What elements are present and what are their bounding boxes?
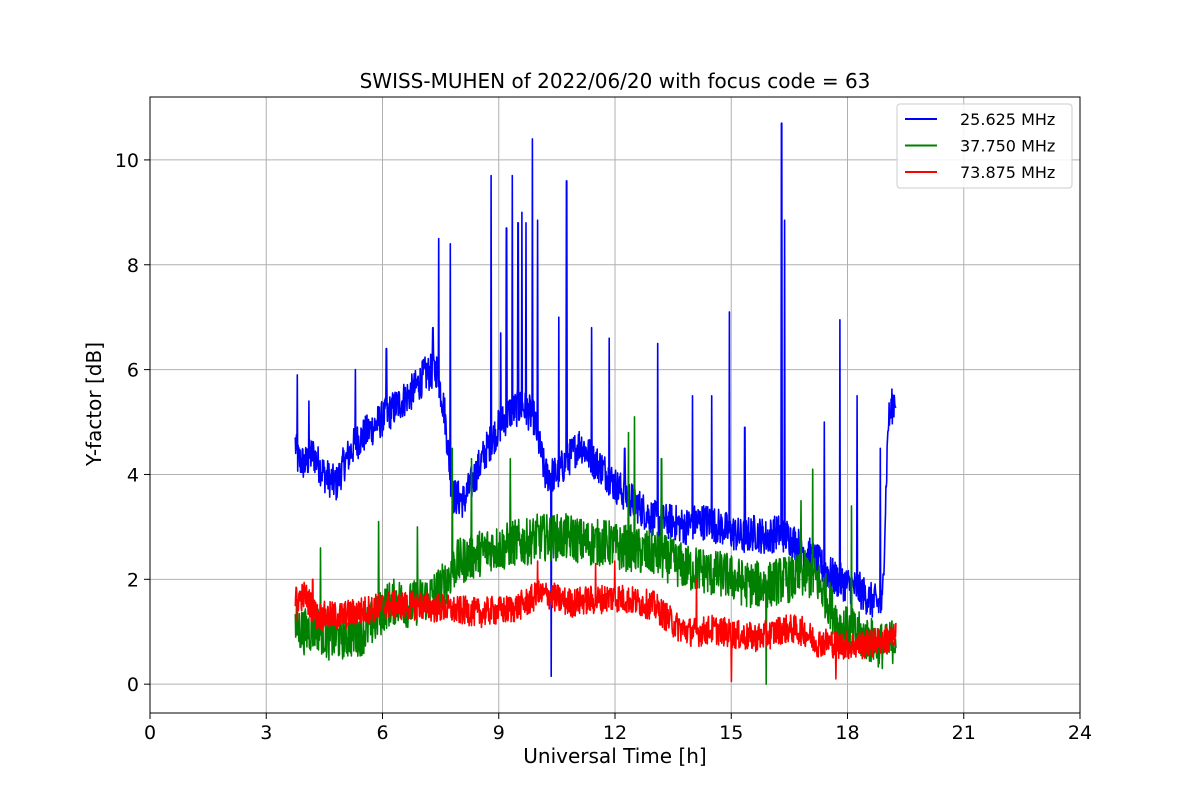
y-tick-label: 8 — [127, 255, 139, 277]
y-tick-label: 2 — [127, 569, 139, 591]
x-tick-label: 12 — [603, 722, 627, 744]
x-axis-label: Universal Time [h] — [523, 744, 706, 768]
y-tick-label: 6 — [127, 360, 139, 382]
x-tick-label: 0 — [144, 722, 156, 744]
series-line-2 — [294, 415, 897, 686]
chart-title: SWISS-MUHEN of 2022/06/20 with focus cod… — [360, 69, 871, 93]
legend: 25.625 MHz 37.750 MHz 73.875 MHz — [896, 103, 1073, 189]
y-tick-label: 4 — [127, 464, 139, 486]
grid-lines — [149, 97, 1081, 713]
legend-label: 25.625 MHz — [960, 110, 1055, 129]
legend-box — [896, 103, 1073, 189]
legend-label: 37.750 MHz — [960, 137, 1055, 156]
legend-label: 73.875 MHz — [960, 163, 1055, 182]
y-tick-label: 10 — [115, 150, 139, 172]
x-tick-label: 6 — [376, 722, 388, 744]
series-lines — [294, 122, 897, 686]
x-tick-label: 24 — [1068, 722, 1092, 744]
x-tick-label: 18 — [835, 722, 859, 744]
x-tick-label: 9 — [493, 722, 505, 744]
x-tick-label: 3 — [260, 722, 272, 744]
y-tick-label: 0 — [127, 674, 139, 696]
x-tick-label: 21 — [952, 722, 976, 744]
y-axis-label: Y-factor [dB] — [82, 342, 106, 467]
series-line-3 — [294, 560, 897, 683]
x-tick-label: 15 — [719, 722, 743, 744]
